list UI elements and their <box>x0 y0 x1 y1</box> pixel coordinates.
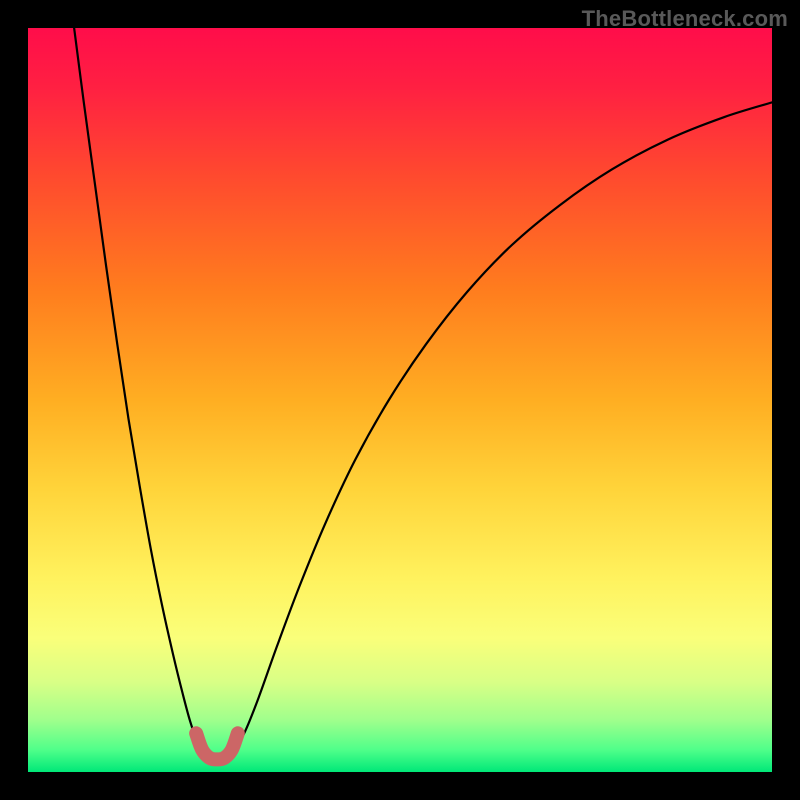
gradient-background <box>28 28 772 772</box>
chart-svg <box>28 28 772 772</box>
plot-area <box>28 28 772 772</box>
chart-frame: TheBottleneck.com <box>0 0 800 800</box>
